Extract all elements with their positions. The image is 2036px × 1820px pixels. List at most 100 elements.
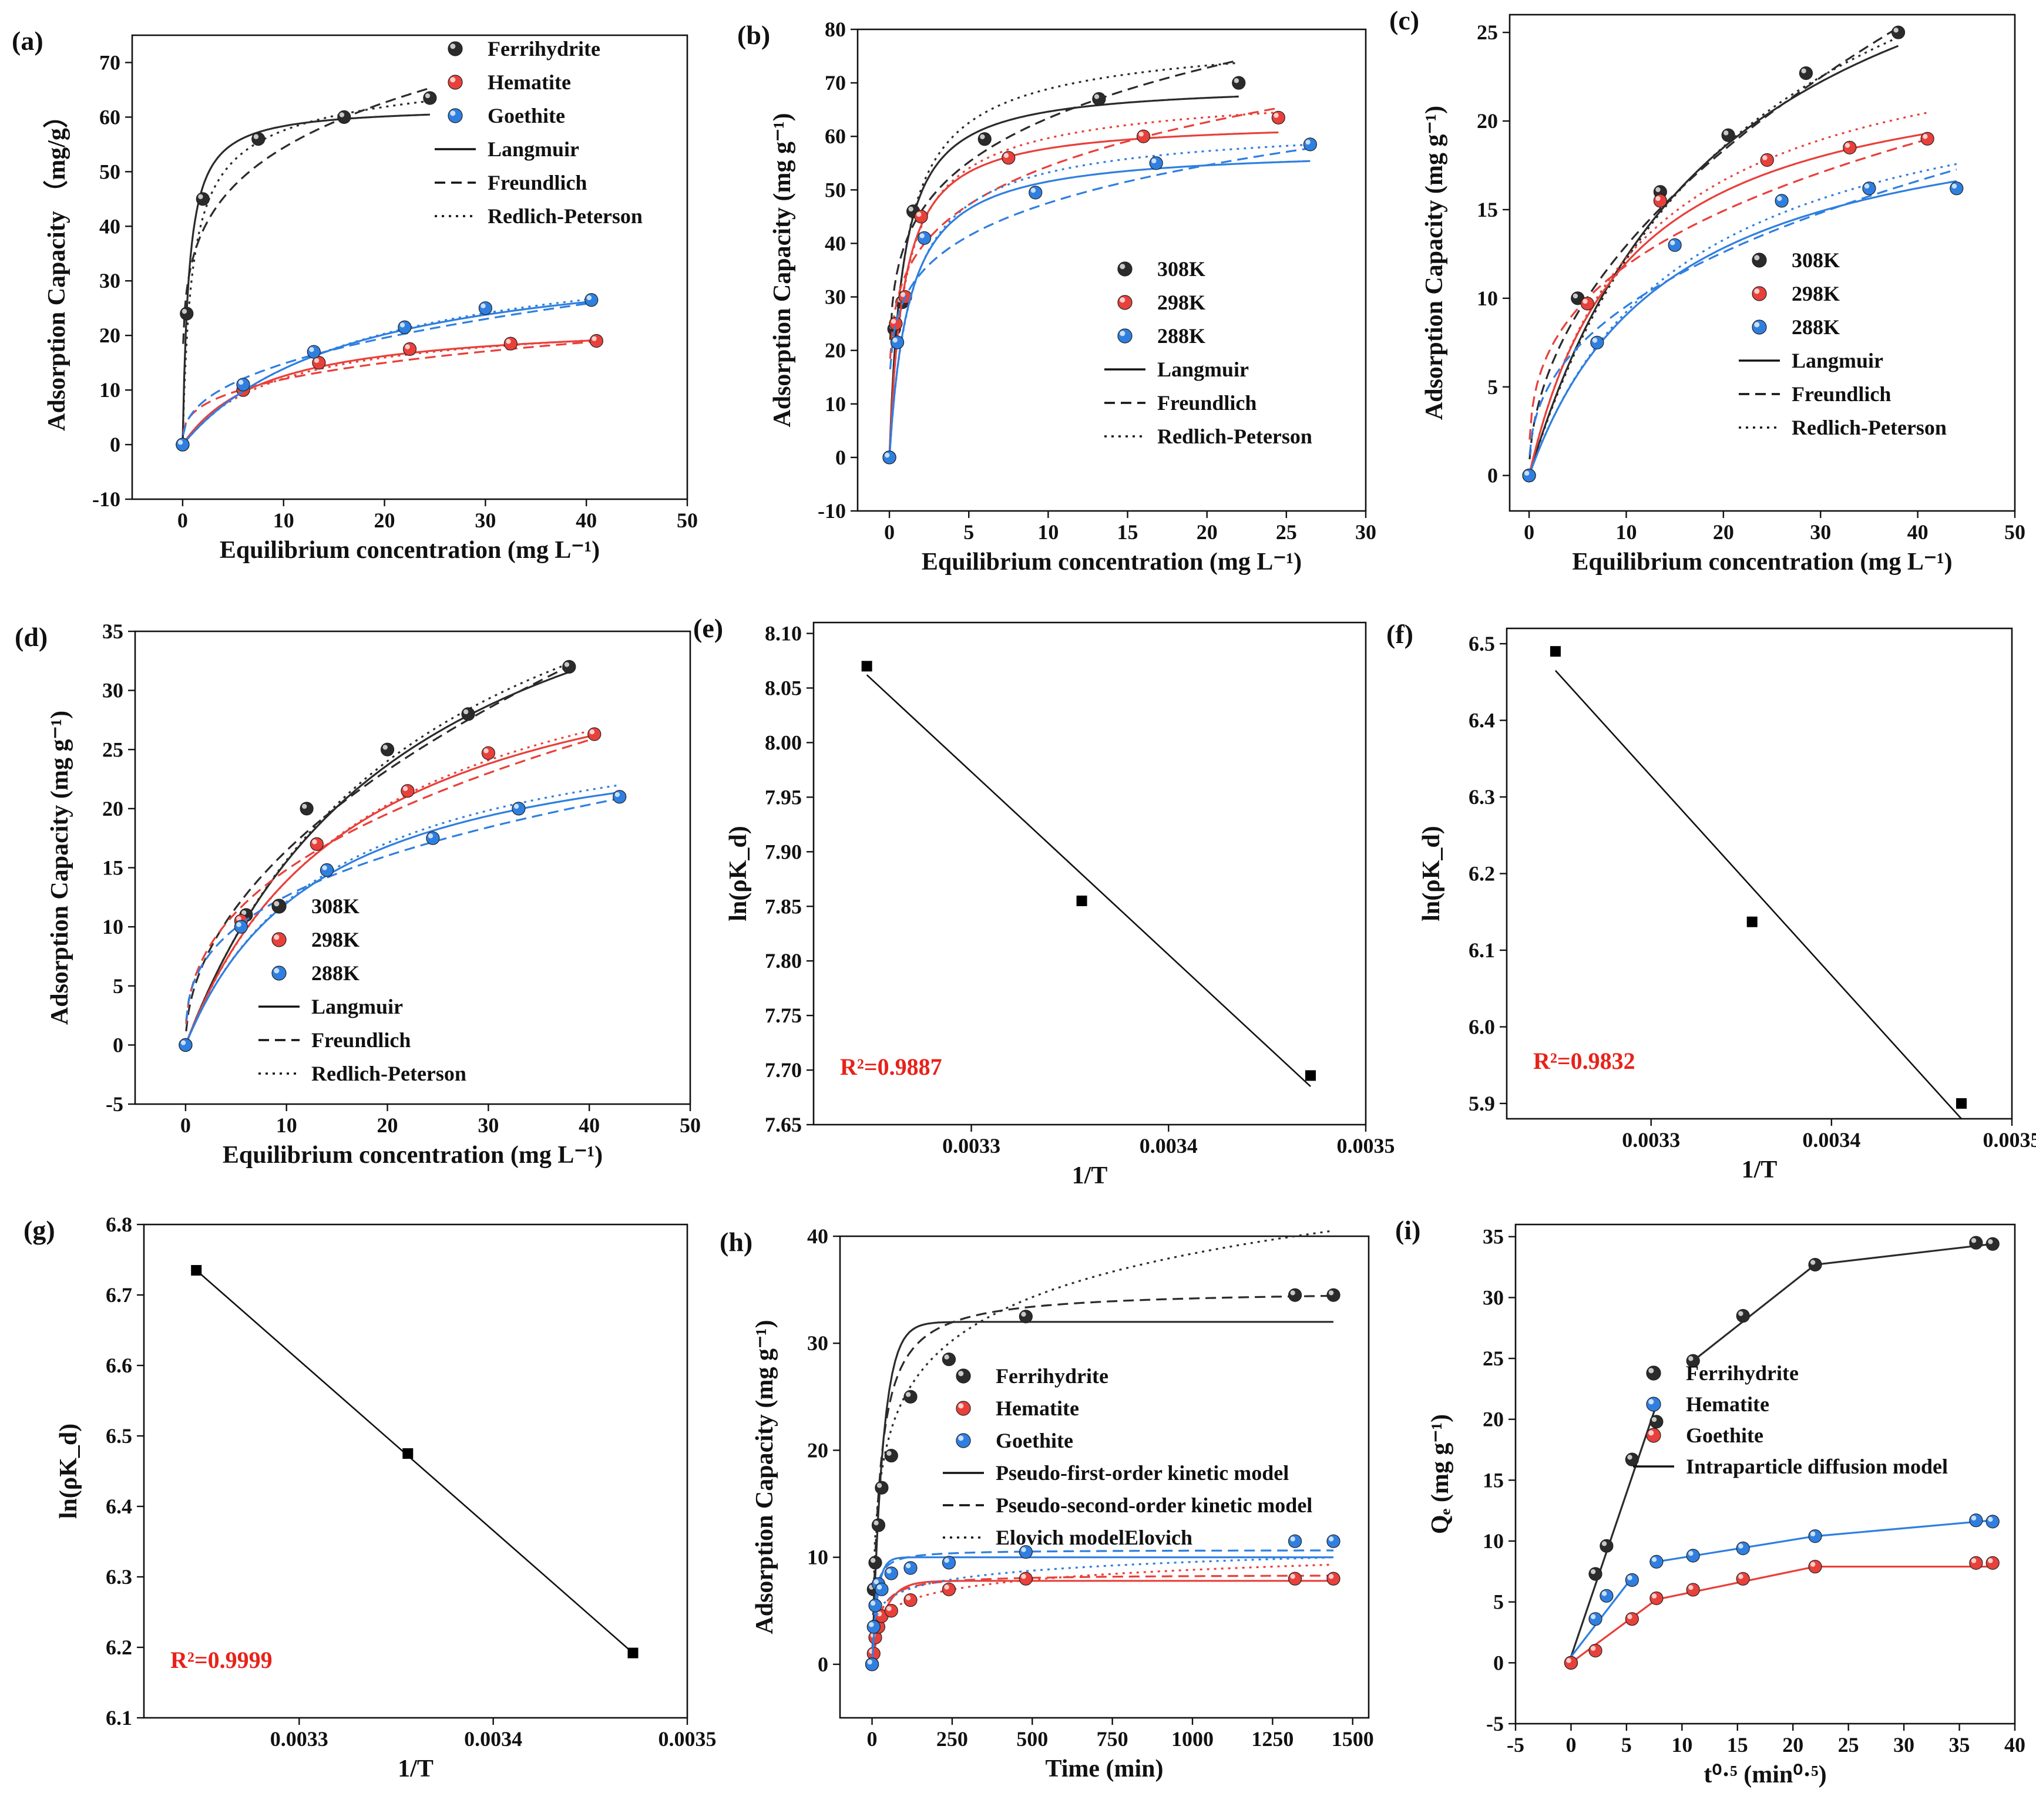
data-point-288K [1522,469,1536,483]
x-tick-label: 30 [475,509,496,532]
legend-marker-highlight [958,1403,964,1409]
data-point-Goethite [1625,1612,1639,1626]
pfo-curve-Hematite [871,1580,1333,1665]
data-point-Goethite [868,1599,882,1613]
data-point-308K-highlight [1893,28,1899,33]
data-point-Ferrihydrite [180,307,194,321]
plot-frame [812,621,1367,1126]
x-tick-label: 5 [963,520,974,544]
langmuir-curve-298K [184,734,595,1045]
data-point-Goethite [176,438,190,452]
legend-label: Hematite [1686,1392,1769,1416]
y-tick-label: 7.80 [765,949,802,973]
langmuir-curve-298K [1528,132,1928,476]
data-point-288K [234,920,248,934]
panel-label: (h) [720,1227,752,1257]
data-point-288K-highlight [1670,240,1675,245]
data-point-288K [1950,181,1964,196]
y-tick-label: 7.70 [765,1058,802,1082]
data-point-Ferrihydrite [423,91,437,105]
legend-marker [956,1368,971,1384]
data-point-Ferrihydrite [1588,1567,1602,1581]
data-point-Ferrihydrite [1985,1237,2000,1251]
y-tick-label: 35 [102,620,123,643]
data-point-Hematite [1588,1612,1602,1626]
legend-marker-highlight [1754,322,1760,328]
panel-b: 0 5 10 15 20 25 30 -10 0 10 20 30 40 50 60 70 80 Equilibr… [737,18,1376,576]
x-axis-label: Equilibrium concentration (mg L⁻¹) [922,549,1302,576]
data-point-288K-highlight [1864,183,1870,189]
data-point-308K-highlight [382,745,388,750]
data-point-Goethite-highlight [1021,1547,1026,1552]
y-tick-label: 30 [1483,1286,1504,1309]
data-point-Goethite [866,1620,881,1634]
x-tick-label: 0.0035 [1983,1128,2036,1152]
data-point-288K-highlight [1151,158,1157,164]
fit-line [1554,670,1962,1119]
data-point-308K [562,660,576,674]
freundlich-curve-288K [889,147,1311,369]
data-point-Hematite-highlight [1651,1557,1657,1562]
legend-marker [1117,261,1133,277]
x-tick-label: 35 [1949,1733,1970,1757]
x-tick-label: 20 [1197,520,1218,544]
data-point-Hematite [884,1604,898,1618]
data-point-298K-highlight [1274,113,1279,118]
data-point-288K-highlight [885,452,890,458]
data-point-Ferrihydrite [196,192,210,206]
y-tick-label: 20 [102,797,123,820]
x-tick-label: 0.0034 [1140,1134,1198,1158]
y-tick-label: 25 [102,738,123,761]
data-point-Goethite-highlight [873,1579,879,1584]
legend-label: Freundlich [488,171,587,194]
data-point-298K-highlight [589,729,595,735]
data-point-Goethite-highlight [876,1584,882,1590]
y-tick-label: 30 [102,679,123,702]
rp-curve-308K [184,662,570,1045]
data-point-288K [512,802,526,816]
y-tick-label: -10 [818,499,846,523]
data-point-Hematite-highlight [1590,1614,1596,1620]
data-point-298K-highlight [1003,153,1009,158]
x-tick-label: 25 [1838,1733,1859,1757]
legend-label: Ferrihydrite [488,37,600,60]
y-tick-label: 6.2 [106,1636,132,1659]
data-point-298K-highlight [312,839,317,845]
plot-frame [1506,627,2013,1120]
data-point-Hematite-highlight [876,1611,882,1617]
x-tick-label: 0.0033 [1622,1128,1680,1152]
x-tick-label: 0.0033 [942,1134,1000,1158]
y-tick-label: 60 [99,105,120,129]
x-tick-label: 500 [1016,1727,1048,1751]
y-axis-label: Adsorption Capacity (mg g⁻¹) [769,113,796,427]
y-tick-label: 20 [99,324,120,347]
data-point-298K [1920,132,1934,146]
legend-label: 308K [1792,248,1840,272]
diffusion-segment-Ferrihydrite [1692,1264,1816,1362]
freundlich-curve-308K [1528,26,1899,460]
data-point-Goethite-highlight [399,322,405,328]
data-point-Hematite [942,1582,956,1596]
legend-label: Langmuir [1792,349,1883,372]
data-point-Goethite-highlight [1290,1536,1295,1542]
data-point-Ferrihydrite [942,1352,956,1367]
x-tick-label: 30 [1355,520,1376,544]
y-tick-label: 8.00 [765,731,802,754]
y-tick-label: 6.4 [106,1495,132,1518]
data-point-Hematite-highlight [944,1584,949,1590]
panel-h: 0 250 500 750 1000 1250 1500 0 10 20 30 40 Time (min… [720,1224,1374,1782]
data-point-Hematite [1736,1541,1750,1556]
data-point-308K [300,802,314,816]
data-point-308K-highlight [463,709,469,715]
x-tick-label: 40 [1907,520,1929,544]
data-point-Ferrihydrite-highlight [1601,1541,1607,1546]
data-point-Ferrihydrite-highlight [1328,1290,1334,1296]
data-point-298K-highlight [483,748,489,753]
data-point-Goethite [1564,1656,1578,1670]
y-tick-label: 0 [1487,464,1498,487]
data-point-298K [1653,194,1667,208]
data-point-Goethite-highlight [886,1568,892,1574]
data-point-298K-highlight [1583,298,1588,304]
legend-label: Goethite [488,104,565,127]
data-point-288K [1149,156,1163,170]
